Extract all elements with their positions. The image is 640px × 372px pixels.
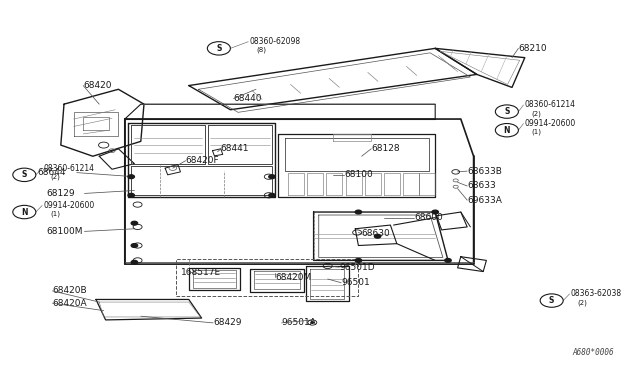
Text: 68128: 68128	[371, 144, 400, 153]
Text: 68420F: 68420F	[186, 156, 220, 165]
Text: 96501: 96501	[341, 278, 370, 287]
Text: S: S	[216, 44, 221, 53]
Text: 68420B: 68420B	[52, 286, 87, 295]
Circle shape	[269, 193, 275, 197]
Text: 09914-20600: 09914-20600	[44, 201, 95, 210]
Circle shape	[355, 259, 362, 262]
Text: 08360-62098: 08360-62098	[250, 37, 301, 46]
Circle shape	[131, 221, 138, 225]
Circle shape	[128, 175, 134, 179]
Text: 68633: 68633	[467, 182, 496, 190]
Circle shape	[128, 193, 134, 197]
Text: 68633B: 68633B	[467, 167, 502, 176]
Text: S: S	[549, 296, 554, 305]
Text: 68420A: 68420A	[52, 299, 87, 308]
Text: 96501D: 96501D	[339, 263, 375, 272]
Text: 68600: 68600	[414, 213, 443, 222]
Text: 68100: 68100	[344, 170, 373, 179]
Text: (2): (2)	[531, 110, 541, 117]
Text: 69633A: 69633A	[467, 196, 502, 205]
Text: 08360-61214: 08360-61214	[44, 164, 95, 173]
Text: 68420M: 68420M	[275, 273, 312, 282]
Circle shape	[445, 259, 451, 262]
Text: (1): (1)	[531, 129, 541, 135]
Text: 68429: 68429	[213, 318, 242, 327]
Text: (8): (8)	[256, 47, 266, 54]
Circle shape	[355, 210, 362, 214]
Text: 68441: 68441	[221, 144, 250, 153]
Text: N: N	[504, 126, 510, 135]
Text: S: S	[22, 170, 27, 179]
Text: (2): (2)	[577, 299, 587, 306]
Text: (1): (1)	[50, 211, 60, 217]
Text: 168517E: 168517E	[180, 268, 221, 277]
Text: 08360-61214: 08360-61214	[525, 100, 576, 109]
Text: 09914-20600: 09914-20600	[525, 119, 576, 128]
Text: 08363-62038: 08363-62038	[571, 289, 622, 298]
Circle shape	[432, 210, 438, 214]
Text: (2): (2)	[50, 173, 60, 180]
Circle shape	[311, 322, 314, 323]
Circle shape	[374, 234, 381, 238]
Text: 68440: 68440	[234, 94, 262, 103]
Text: 68630: 68630	[362, 229, 390, 238]
Text: 68210: 68210	[518, 44, 547, 53]
Circle shape	[131, 260, 138, 264]
Text: 68100M: 68100M	[46, 227, 83, 236]
Text: 68129: 68129	[46, 189, 75, 198]
Circle shape	[269, 175, 275, 179]
Text: S: S	[504, 107, 509, 116]
Text: 96501A: 96501A	[282, 318, 316, 327]
Text: A680*0006: A680*0006	[573, 348, 614, 357]
Text: 68420: 68420	[83, 81, 112, 90]
Circle shape	[131, 244, 138, 247]
Text: 68644: 68644	[37, 168, 66, 177]
Text: N: N	[21, 208, 28, 217]
